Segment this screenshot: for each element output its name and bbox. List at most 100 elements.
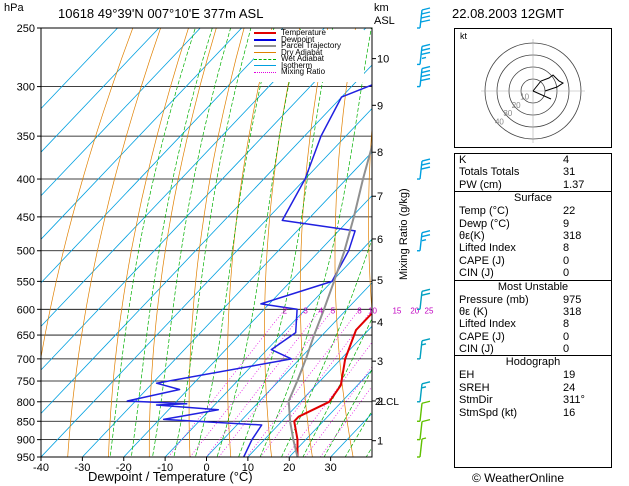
index-row: CIN (J) 0 xyxy=(455,267,611,279)
wet-adiabat xyxy=(195,28,275,457)
mixing-ratio-line xyxy=(286,341,372,457)
barb-flag xyxy=(421,338,431,342)
barb-half-flag xyxy=(421,56,427,60)
index-value: 31 xyxy=(563,166,576,179)
index-name: Dewp (°C) xyxy=(459,217,510,230)
index-row: Lifted Index 8 xyxy=(455,242,611,254)
legend-swatch xyxy=(254,52,276,54)
index-value: 16 xyxy=(563,406,576,419)
barb-half-flag xyxy=(421,437,427,440)
barb-staff xyxy=(419,403,423,422)
wind-barb xyxy=(417,381,431,403)
legend-item: Temperature xyxy=(254,29,364,37)
index-name: CIN (J) xyxy=(459,343,494,356)
index-row: CAPE (J) 0 xyxy=(455,331,611,343)
barb-flag xyxy=(420,77,431,82)
height-tick-label: 7 xyxy=(377,191,383,203)
index-name: StmSpd (kt) xyxy=(459,406,518,419)
hodograph-ring-label: 10 xyxy=(520,92,529,101)
pressure-tick-label: 400 xyxy=(17,174,35,186)
pressure-tick-label: 850 xyxy=(17,416,35,428)
wind-barb xyxy=(417,338,431,360)
mixing-ratio-label: 20 xyxy=(410,306,419,315)
index-row: Temp (°C) 22 xyxy=(455,205,611,217)
legend-swatch xyxy=(254,32,276,35)
barb-staff xyxy=(419,160,423,180)
barb-staff xyxy=(419,383,423,402)
index-value: 8 xyxy=(563,318,570,331)
index-name: CAPE (J) xyxy=(459,254,505,267)
index-value: 0 xyxy=(563,343,570,356)
temp-tick-label: -20 xyxy=(116,462,132,474)
pressure-tick-label: 550 xyxy=(17,276,35,288)
isotherm xyxy=(41,28,284,284)
isotherm xyxy=(41,28,160,153)
barb-flag xyxy=(421,418,431,423)
barb-staff xyxy=(419,9,423,29)
index-row: CAPE (J) 0 xyxy=(455,255,611,267)
hodograph-trace xyxy=(532,74,564,92)
legend-label: Wet Adiabat xyxy=(281,54,324,63)
x-axis-title: Dewpoint / Temperature (°C) xyxy=(88,469,253,484)
barb-half-flag xyxy=(421,343,427,346)
barb-flag xyxy=(421,381,431,385)
hodograph-ring-label: 40 xyxy=(495,118,504,127)
mixing-ratio-label: 25 xyxy=(425,306,434,315)
chart-axes: 2 3 4 5 8 10 15 20 25250300350400450500550600650… xyxy=(17,23,434,474)
legend-swatch xyxy=(254,58,276,60)
index-row: PW (cm) 1.37 xyxy=(455,179,611,191)
index-value: 0 xyxy=(563,254,570,267)
isotherm xyxy=(288,369,372,457)
barb-staff xyxy=(419,421,423,440)
barb-flag xyxy=(421,230,431,234)
index-value: 311° xyxy=(563,394,585,407)
hodograph-ring-label: 20 xyxy=(512,101,521,110)
barb-staff xyxy=(419,232,423,251)
barb-flag xyxy=(421,69,431,74)
legend-label: Dry Adiabat xyxy=(281,47,323,57)
isotherm xyxy=(82,151,372,457)
wet-adiabat xyxy=(152,28,231,457)
index-name: Temp (°C) xyxy=(459,205,509,218)
mixing-ratio-label: 10 xyxy=(368,306,377,315)
pressure-tick-label: 500 xyxy=(17,246,35,258)
station-header: 10618 49°39'N 007°10'E 377m ASL xyxy=(58,6,264,21)
index-row: Dewp (°C) 9 xyxy=(455,218,611,230)
barb-staff xyxy=(419,68,423,87)
index-name: K xyxy=(459,154,467,166)
hodograph: kt 10 20 30 40 xyxy=(454,28,612,148)
temp-tick-label: 10 xyxy=(242,462,254,474)
temp-tick-label: 20 xyxy=(283,462,295,474)
index-value: 0 xyxy=(563,267,570,280)
index-value: 4 xyxy=(563,154,570,166)
index-name: EH xyxy=(459,369,475,382)
index-row: Totals Totals 31 xyxy=(455,166,611,178)
pressure-tick-label: 250 xyxy=(17,23,35,35)
index-name: θε (K) xyxy=(459,305,488,318)
height-tick-label: 10 xyxy=(377,54,389,66)
wet-adiabat xyxy=(238,28,333,457)
barb-flag xyxy=(421,15,431,19)
barb-flag xyxy=(420,19,431,23)
isotherm xyxy=(41,28,367,371)
temp-tick-label: -40 xyxy=(33,462,49,474)
isotherm xyxy=(247,325,372,457)
dry-adiabat xyxy=(334,28,356,457)
wind-barb xyxy=(417,65,431,88)
mixing-ratio-line xyxy=(305,366,372,457)
index-value: 19 xyxy=(563,369,576,382)
pressure-tick-label: 300 xyxy=(17,82,35,94)
barb-flag xyxy=(421,73,431,78)
index-value: 318 xyxy=(563,229,582,242)
barb-staff xyxy=(419,438,423,458)
isotherm xyxy=(41,28,201,197)
mixing-ratio-label: 5 xyxy=(331,306,336,315)
height-tick-label: 5 xyxy=(377,275,383,287)
hodograph-unit: kt xyxy=(460,31,468,41)
index-value: 0 xyxy=(563,330,570,343)
pressure-tick-label: 750 xyxy=(17,376,35,388)
legend-item: Isotherm xyxy=(254,61,364,70)
wet-adiabat xyxy=(323,368,372,457)
